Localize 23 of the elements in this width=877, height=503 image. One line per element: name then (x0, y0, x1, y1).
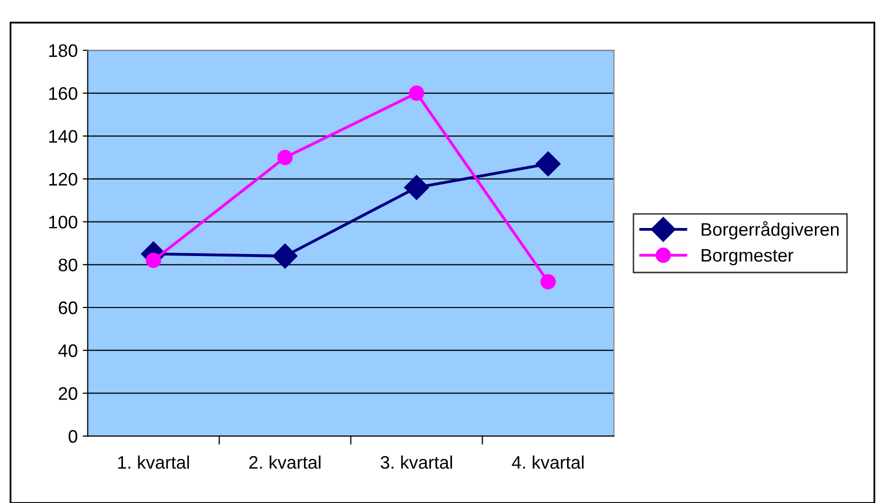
y-tick-label: 0 (68, 430, 78, 443)
y-tick-label: 180 (49, 44, 78, 58)
y-tick-label: 20 (58, 387, 78, 400)
point (408, 86, 424, 101)
y-tick-label: 40 (58, 344, 78, 358)
y-tick-label: 100 (49, 216, 78, 228)
point (277, 150, 293, 166)
x-tick-label: 1. kvartal (118, 456, 189, 469)
point (404, 174, 430, 200)
point (536, 151, 561, 176)
point (146, 252, 162, 268)
point (272, 244, 298, 269)
y-tick-label: 140 (49, 130, 78, 143)
y-tick-label: 120 (49, 172, 78, 186)
legend-label: Borgerrådgiveren (702, 221, 839, 240)
x-tick-label: 4. kvartal (512, 456, 584, 469)
x-tick-label: 3. kvartal (380, 456, 452, 469)
y-tick-label: 80 (58, 258, 78, 272)
y-tick-label: 60 (58, 301, 78, 314)
y-tick-label: 160 (49, 87, 78, 100)
x-tick-label: 2. kvartal (249, 456, 320, 469)
point (540, 274, 556, 290)
legend-label: Borgmester (702, 249, 794, 266)
